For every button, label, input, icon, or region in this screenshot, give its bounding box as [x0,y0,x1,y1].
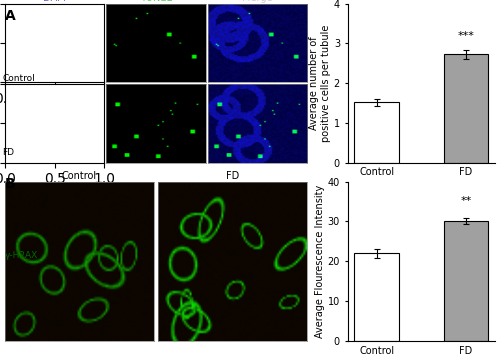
Title: Control: Control [62,171,97,181]
Y-axis label: Average Flourescence Intensity: Average Flourescence Intensity [315,185,325,338]
Text: ***: *** [458,31,474,41]
Text: γ-H2AX: γ-H2AX [5,251,38,260]
Text: **: ** [460,196,471,206]
Title: DAPI: DAPI [43,0,66,3]
Bar [354,102,399,163]
Bar [354,253,399,341]
Title: TUNEL: TUNEL [140,0,172,3]
Title: Merge: Merge [242,0,272,3]
Bar [444,54,488,163]
Text: FD: FD [2,148,14,157]
Text: Control: Control [2,73,35,83]
Bar [444,221,488,341]
Y-axis label: Average number of
positive cells per tubule: Average number of positive cells per tub… [310,24,331,142]
Text: A: A [5,9,16,23]
Title: FD: FD [226,171,239,181]
Text: Ctr: Ctr [8,6,20,15]
Text: FD: FD [8,86,18,95]
Text: B: B [5,178,15,191]
